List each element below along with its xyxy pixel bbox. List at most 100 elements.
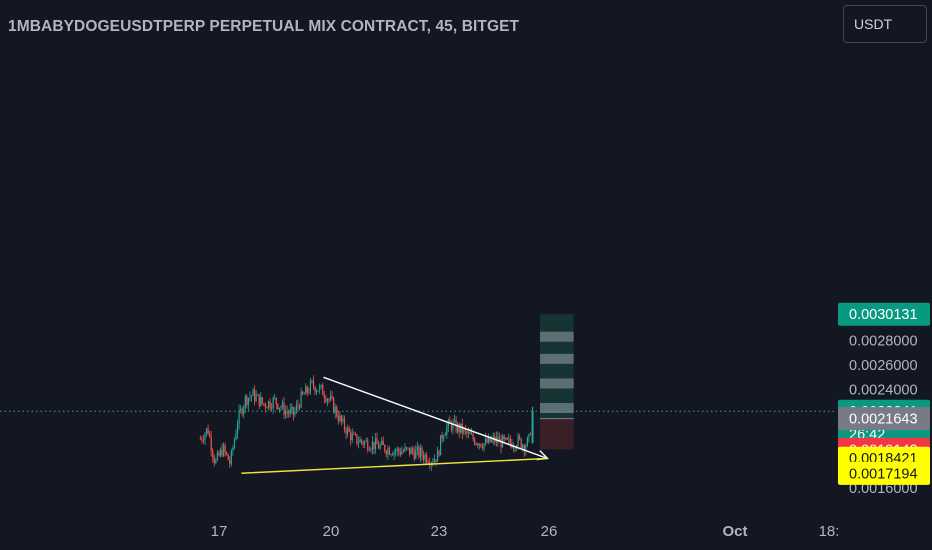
- candle-body: [460, 423, 462, 433]
- candle-body: [408, 447, 411, 455]
- candle-body: [241, 408, 243, 415]
- candle-body: [419, 448, 422, 457]
- currency-selector-button[interactable]: USDT: [843, 5, 927, 43]
- candle-body: [213, 456, 215, 464]
- candle-body: [438, 450, 440, 456]
- candle-body: [323, 395, 325, 399]
- candle-body: [461, 423, 463, 434]
- candle-body: [486, 438, 488, 443]
- candle-body: [418, 446, 420, 457]
- price-badge: [838, 461, 930, 485]
- candle-body: [266, 407, 268, 409]
- position-zones: [540, 314, 574, 450]
- candle-body: [422, 455, 425, 460]
- y-tick-label: 0.0024000: [849, 383, 918, 399]
- x-tick-label: 20: [323, 523, 340, 540]
- candle-body: [415, 449, 417, 459]
- candle-body: [439, 435, 442, 456]
- candle-body: [348, 427, 350, 432]
- candle-body: [432, 462, 434, 464]
- candle-body: [489, 436, 491, 442]
- candle-body: [255, 395, 257, 401]
- candle-body: [235, 433, 237, 440]
- price-badges-layer: 0.00301310.002224126:420.00216430.001914…: [838, 302, 930, 485]
- candle-body: [523, 445, 525, 452]
- candle-body: [517, 436, 519, 447]
- candle-body: [463, 428, 465, 434]
- candle-body: [233, 439, 236, 448]
- candle-body: [243, 407, 245, 415]
- candle-body: [379, 444, 381, 449]
- candle-body: [390, 454, 392, 456]
- candle-body: [258, 394, 260, 407]
- candle-body: [311, 380, 313, 382]
- candle-body: [402, 451, 404, 452]
- candle-body: [396, 448, 398, 452]
- candle-body: [424, 454, 426, 460]
- candle-body: [488, 436, 490, 443]
- candle-body: [229, 460, 231, 464]
- candle-body: [373, 441, 375, 450]
- candle-body: [314, 386, 316, 393]
- candle-body: [525, 446, 527, 452]
- candle-body: [212, 450, 214, 457]
- candle-body: [295, 404, 298, 411]
- candle-body: [345, 429, 347, 435]
- candle-body: [412, 448, 414, 452]
- candle-body: [271, 407, 273, 409]
- candle-body: [308, 392, 310, 394]
- candle-body: [398, 448, 400, 452]
- candle-body: [368, 449, 370, 451]
- candle-body: [480, 443, 482, 447]
- candle-body: [393, 451, 395, 456]
- candle-body: [205, 428, 208, 434]
- candle-body: [484, 438, 487, 444]
- candle-body: [426, 454, 428, 463]
- take-profit-level: [540, 378, 574, 389]
- candle-body: [244, 396, 246, 408]
- candle-body: [221, 449, 223, 456]
- y-tick-label: 0.0026000: [849, 358, 918, 374]
- candle-body: [353, 433, 355, 435]
- candle-body: [503, 435, 505, 440]
- candle-body: [280, 407, 282, 409]
- candle-body: [284, 411, 287, 415]
- candle-body: [215, 459, 217, 464]
- candle-body: [528, 434, 530, 438]
- candle-body: [478, 443, 480, 446]
- candle-body: [374, 438, 377, 450]
- candle-body: [315, 390, 318, 393]
- candle-body: [236, 424, 239, 434]
- candle-body: [227, 454, 229, 461]
- candle-body: [275, 397, 277, 404]
- candle-body: [377, 444, 380, 449]
- candle-body: [350, 431, 352, 441]
- candle-body: [209, 433, 211, 437]
- take-profit-level: [540, 403, 574, 414]
- candle-body: [376, 438, 378, 445]
- candle-body: [497, 436, 499, 443]
- candle-body: [199, 438, 201, 440]
- candle-body: [351, 433, 353, 441]
- candle-body: [384, 444, 386, 452]
- candle-body: [320, 385, 322, 387]
- candle-body: [288, 412, 290, 414]
- candle-body-last: [531, 411, 534, 443]
- candle-body: [413, 451, 415, 459]
- candle-body: [230, 450, 232, 464]
- candle-body: [427, 462, 429, 464]
- candle-body: [216, 452, 218, 460]
- candle-body: [356, 434, 358, 444]
- candle-body: [274, 397, 276, 399]
- candle-body: [387, 448, 389, 455]
- candle-body: [329, 396, 332, 400]
- y-tick-label: 0.0016000: [849, 481, 918, 497]
- candle-body: [447, 420, 449, 427]
- candle-body: [297, 404, 299, 406]
- candle-body: [337, 416, 339, 421]
- candle-body: [529, 434, 532, 435]
- candle-body: [500, 438, 502, 448]
- candle-body: [449, 420, 451, 423]
- candle-body: [336, 407, 338, 417]
